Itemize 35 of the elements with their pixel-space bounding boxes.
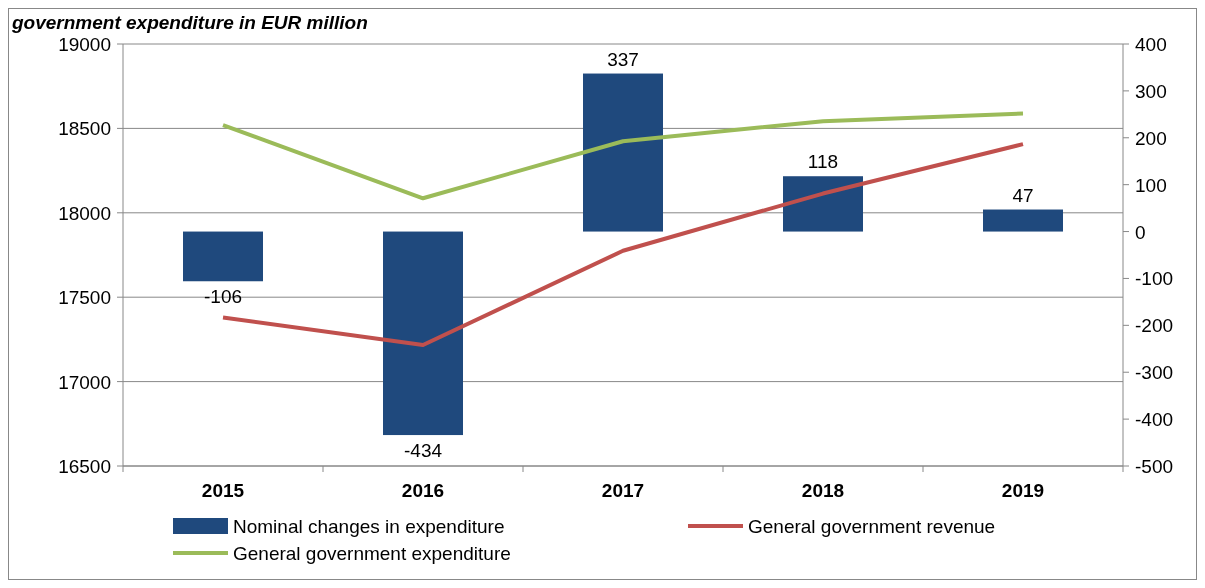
y-tick-label: 17000	[58, 371, 111, 393]
x-tick-label: 2018	[801, 480, 845, 501]
bar	[983, 209, 1063, 232]
data-label: 337	[607, 48, 639, 70]
bar	[783, 176, 863, 232]
bar	[383, 231, 463, 436]
y-tick-label: 17500	[58, 287, 111, 309]
y2-tick-label: 100	[1135, 174, 1167, 196]
chart-title: government expenditure in EUR million	[11, 12, 368, 33]
y2-tick-label: -300	[1135, 362, 1174, 384]
bar	[183, 231, 263, 282]
x-tick-label: 2016	[401, 480, 445, 501]
y-tick-label: 16500	[58, 456, 111, 477]
data-label: -106	[203, 286, 243, 308]
y2-tick-label: -100	[1135, 268, 1174, 290]
y-tick-label: 18000	[58, 202, 111, 224]
y2-tick-label: 200	[1135, 127, 1167, 149]
bar	[583, 73, 663, 232]
y-tick-label: 19000	[58, 34, 111, 55]
x-tick-label: 2015	[201, 480, 245, 501]
data-label: 118	[807, 151, 839, 173]
legend-label: Nominal changes in expenditure	[233, 516, 505, 537]
x-tick-label: 2019	[1001, 480, 1045, 501]
y2-tick-label: 400	[1135, 34, 1167, 55]
y2-tick-label: 0	[1135, 221, 1146, 243]
data-label: -434	[403, 440, 443, 462]
legend-label: General government revenue	[748, 516, 996, 537]
y-tick-label: 18500	[58, 118, 111, 140]
legend-label: General government expenditure	[233, 543, 511, 564]
data-label: 47	[1012, 184, 1034, 206]
y2-tick-label: -400	[1135, 409, 1174, 431]
y2-tick-label: -500	[1135, 456, 1174, 477]
y2-tick-label: 300	[1135, 80, 1167, 102]
y2-tick-label: -200	[1135, 315, 1174, 337]
x-tick-label: 2017	[601, 480, 645, 501]
